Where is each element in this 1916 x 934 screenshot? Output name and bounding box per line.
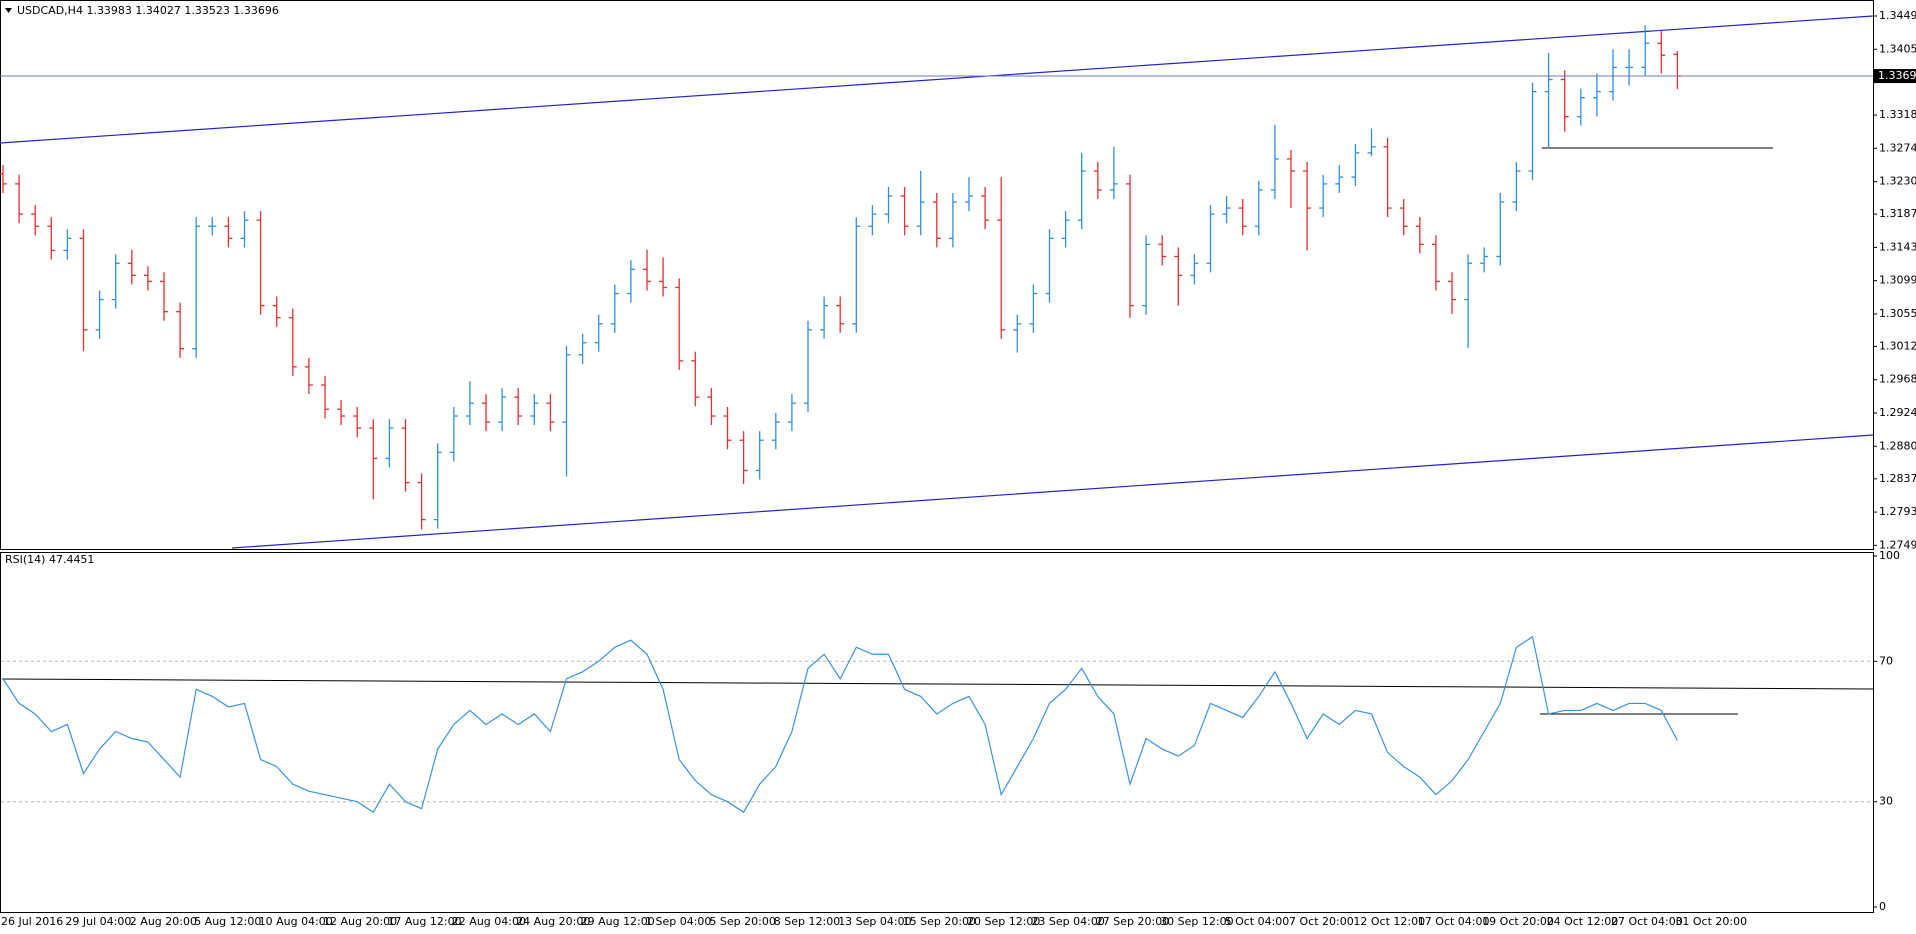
x-tick-label: 8 Sep 12:00 bbox=[774, 915, 840, 928]
y-tick-label: 1.28800 bbox=[1879, 439, 1916, 452]
rsi-panel-frame bbox=[0, 552, 1874, 913]
x-tick-label: 5 Aug 12:00 bbox=[194, 915, 261, 928]
x-tick-label: 22 Aug 04:00 bbox=[452, 915, 526, 928]
current-price-box bbox=[1874, 69, 1916, 84]
x-tick-label: 24 Aug 20:00 bbox=[516, 915, 590, 928]
x-tick-label: 1 Sep 04:00 bbox=[645, 915, 711, 928]
x-tick-label: 5 Oct 04:00 bbox=[1225, 915, 1290, 928]
y-tick-label: 1.29680 bbox=[1879, 373, 1916, 386]
chart-title: USDCAD,H4 1.33983 1.34027 1.33523 1.3369… bbox=[17, 4, 279, 17]
rsi-title: RSI(14) 47.4451 bbox=[5, 553, 94, 566]
x-tick-label: 24 Oct 12:00 bbox=[1547, 915, 1619, 928]
y-tick-label: 1.27930 bbox=[1879, 505, 1916, 518]
rsi-trend-line bbox=[1, 678, 1874, 690]
plot-layer: 1.27490 1.27930 1.28370 1.28800 1.29240 1.296… bbox=[0, 9, 1916, 928]
x-tick-label: 30 Sep 12:00 bbox=[1160, 915, 1233, 928]
y-tick-label: 1.30550 bbox=[1879, 307, 1916, 320]
y-tick-label: 1.34490 bbox=[1879, 9, 1916, 22]
x-tick-label: 17 Oct 04:00 bbox=[1418, 915, 1490, 928]
x-tick-label: 2 Aug 20:00 bbox=[130, 915, 197, 928]
y-tick-label: 1.29240 bbox=[1879, 406, 1916, 419]
x-tick-label: 29 Aug 12:00 bbox=[581, 915, 655, 928]
x-tick-label: 17 Aug 12:00 bbox=[387, 915, 461, 928]
y-tick-label: 70 bbox=[1879, 654, 1893, 667]
x-tick-label: 29 Jul 04:00 bbox=[65, 915, 131, 928]
x-tick-label: 12 Aug 20:00 bbox=[323, 915, 397, 928]
x-tick-label: 13 Sep 04:00 bbox=[838, 915, 911, 928]
x-tick-label: 20 Sep 12:00 bbox=[967, 915, 1040, 928]
x-tick-label: 27 Oct 04:00 bbox=[1611, 915, 1683, 928]
x-tick-label: 10 Aug 04:00 bbox=[259, 915, 333, 928]
y-tick-label: 1.34050 bbox=[1879, 42, 1916, 55]
y-tick-label: 1.31430 bbox=[1879, 240, 1916, 253]
x-tick-label: 7 Oct 20:00 bbox=[1289, 915, 1354, 928]
x-tick-label: 15 Sep 20:00 bbox=[903, 915, 976, 928]
price-panel-frame bbox=[0, 0, 1874, 550]
x-tick-label: 26 Jul 2016 bbox=[1, 915, 63, 928]
lower-channel-line bbox=[231, 434, 1874, 549]
x-tick-label: 23 Sep 04:00 bbox=[1031, 915, 1104, 928]
y-tick-label: 30 bbox=[1879, 795, 1893, 808]
y-tick-label: 1.27490 bbox=[1879, 538, 1916, 551]
x-tick-label: 12 Oct 12:00 bbox=[1353, 915, 1425, 928]
y-tick-label: 1.28370 bbox=[1879, 472, 1916, 485]
y-tick-label: 1.33180 bbox=[1879, 108, 1916, 121]
y-tick-label: 1.31870 bbox=[1879, 207, 1916, 220]
upper-channel-line bbox=[0, 15, 1874, 144]
x-tick-label: 19 Oct 20:00 bbox=[1482, 915, 1554, 928]
y-tick-label: 100 bbox=[1879, 549, 1900, 562]
x-tick-label: 5 Sep 20:00 bbox=[709, 915, 775, 928]
y-tick-label: 1.32300 bbox=[1879, 175, 1916, 188]
rsi-line bbox=[2, 635, 1678, 814]
y-tick-label: 1.30990 bbox=[1879, 274, 1916, 287]
y-tick-label: 1.32740 bbox=[1879, 141, 1916, 154]
symbol-menu-icon[interactable] bbox=[5, 8, 12, 13]
y-tick-label: 1.30120 bbox=[1879, 339, 1916, 352]
current-price-label: 1.33696 bbox=[1878, 69, 1916, 82]
x-tick-label: 31 Oct 20:00 bbox=[1675, 915, 1747, 928]
y-tick-label: 0 bbox=[1879, 900, 1886, 913]
x-tick-label: 27 Sep 20:00 bbox=[1096, 915, 1169, 928]
